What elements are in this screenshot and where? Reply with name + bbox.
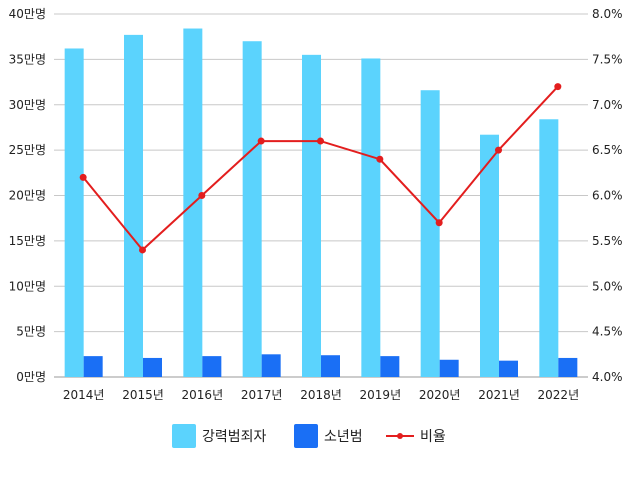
ratio-point — [257, 137, 265, 145]
x-axis-ticks: 2014년 2015년 2016년 2017년 2018년 2019년 2020년 2021년… — [63, 388, 579, 402]
legend-item-juvenile: 소년범 — [294, 424, 363, 448]
bar-juvenile — [143, 357, 162, 377]
legend-label-violent: 강력범죄자 — [202, 429, 267, 445]
bar-juvenile — [380, 356, 400, 377]
right-tick-label: 6.5% — [592, 143, 623, 157]
legend-item-ratio: 비율 — [386, 429, 446, 445]
legend-swatch-juvenile — [294, 424, 318, 448]
left-tick-label: 40만명 — [9, 7, 46, 21]
legend-swatch-ratio-marker — [397, 433, 403, 439]
bar-violent — [64, 48, 84, 378]
bar-violent — [361, 58, 381, 377]
x-tick-label: 2019년 — [360, 388, 402, 402]
right-axis-ticks: 4.0% 4.5% 5.0% 5.5% 6.0% 6.5% 7.0% 7.5% 8.0% — [592, 7, 623, 384]
left-tick-label: 25만명 — [9, 143, 46, 157]
ratio-point — [435, 219, 443, 227]
right-tick-label: 8.0% — [592, 7, 623, 21]
bar-violent — [242, 41, 262, 377]
left-tick-label: 15만명 — [9, 234, 46, 248]
right-tick-label: 4.5% — [592, 325, 623, 339]
bar-violent — [539, 119, 559, 378]
legend: 강력범죄자 소년범 비율 — [172, 424, 446, 448]
right-tick-label: 5.0% — [592, 279, 623, 293]
x-tick-label: 2021년 — [478, 388, 520, 402]
x-tick-label: 2015년 — [122, 388, 164, 402]
bar-juvenile — [261, 354, 281, 377]
ratio-point — [198, 192, 206, 199]
left-tick-label: 20만명 — [9, 189, 46, 203]
bar-juvenile — [499, 360, 518, 377]
ratio-point — [317, 137, 324, 145]
line-series — [79, 83, 562, 254]
left-tick-label: 10만명 — [9, 279, 46, 293]
bar-juvenile — [202, 356, 222, 377]
left-tick-label: 35만명 — [9, 52, 46, 66]
right-tick-label: 6.0% — [592, 189, 623, 203]
ratio-point — [139, 246, 146, 254]
right-tick-label: 5.5% — [592, 234, 623, 248]
x-tick-label: 2017년 — [241, 388, 283, 402]
left-tick-label: 0만명 — [16, 370, 46, 384]
ratio-point — [376, 155, 384, 163]
ratio-point — [554, 83, 562, 91]
bar-violent — [480, 134, 499, 377]
legend-label-ratio: 비율 — [420, 429, 446, 445]
left-axis-ticks: 0만명 5만명 10만명 15만명 20만명 25만명 30만명 35만명 40만명 — [9, 7, 46, 384]
bar-juvenile — [558, 357, 578, 377]
legend-item-violent: 강력범죄자 — [172, 424, 267, 448]
bar-violent — [124, 34, 143, 378]
x-tick-label: 2022년 — [538, 388, 580, 402]
left-tick-label: 5만명 — [16, 325, 46, 339]
bar-violent — [420, 90, 440, 377]
x-tick-label: 2020년 — [419, 388, 461, 402]
bar-series — [64, 28, 578, 378]
x-tick-label: 2016년 — [182, 388, 224, 402]
bar-juvenile — [439, 359, 459, 377]
legend-swatch-violent — [172, 424, 196, 448]
ratio-point — [79, 173, 87, 181]
right-tick-label: 4.0% — [592, 370, 623, 384]
bar-juvenile — [321, 355, 340, 377]
left-tick-label: 30만명 — [9, 98, 46, 112]
bar-violent — [302, 54, 321, 378]
x-tick-label: 2014년 — [63, 388, 105, 402]
right-tick-label: 7.5% — [592, 52, 623, 66]
bar-juvenile — [83, 356, 103, 377]
legend-label-juvenile: 소년범 — [324, 429, 363, 445]
x-tick-label: 2018년 — [300, 388, 342, 402]
right-tick-label: 7.0% — [592, 98, 623, 112]
ratio-point — [495, 146, 502, 154]
